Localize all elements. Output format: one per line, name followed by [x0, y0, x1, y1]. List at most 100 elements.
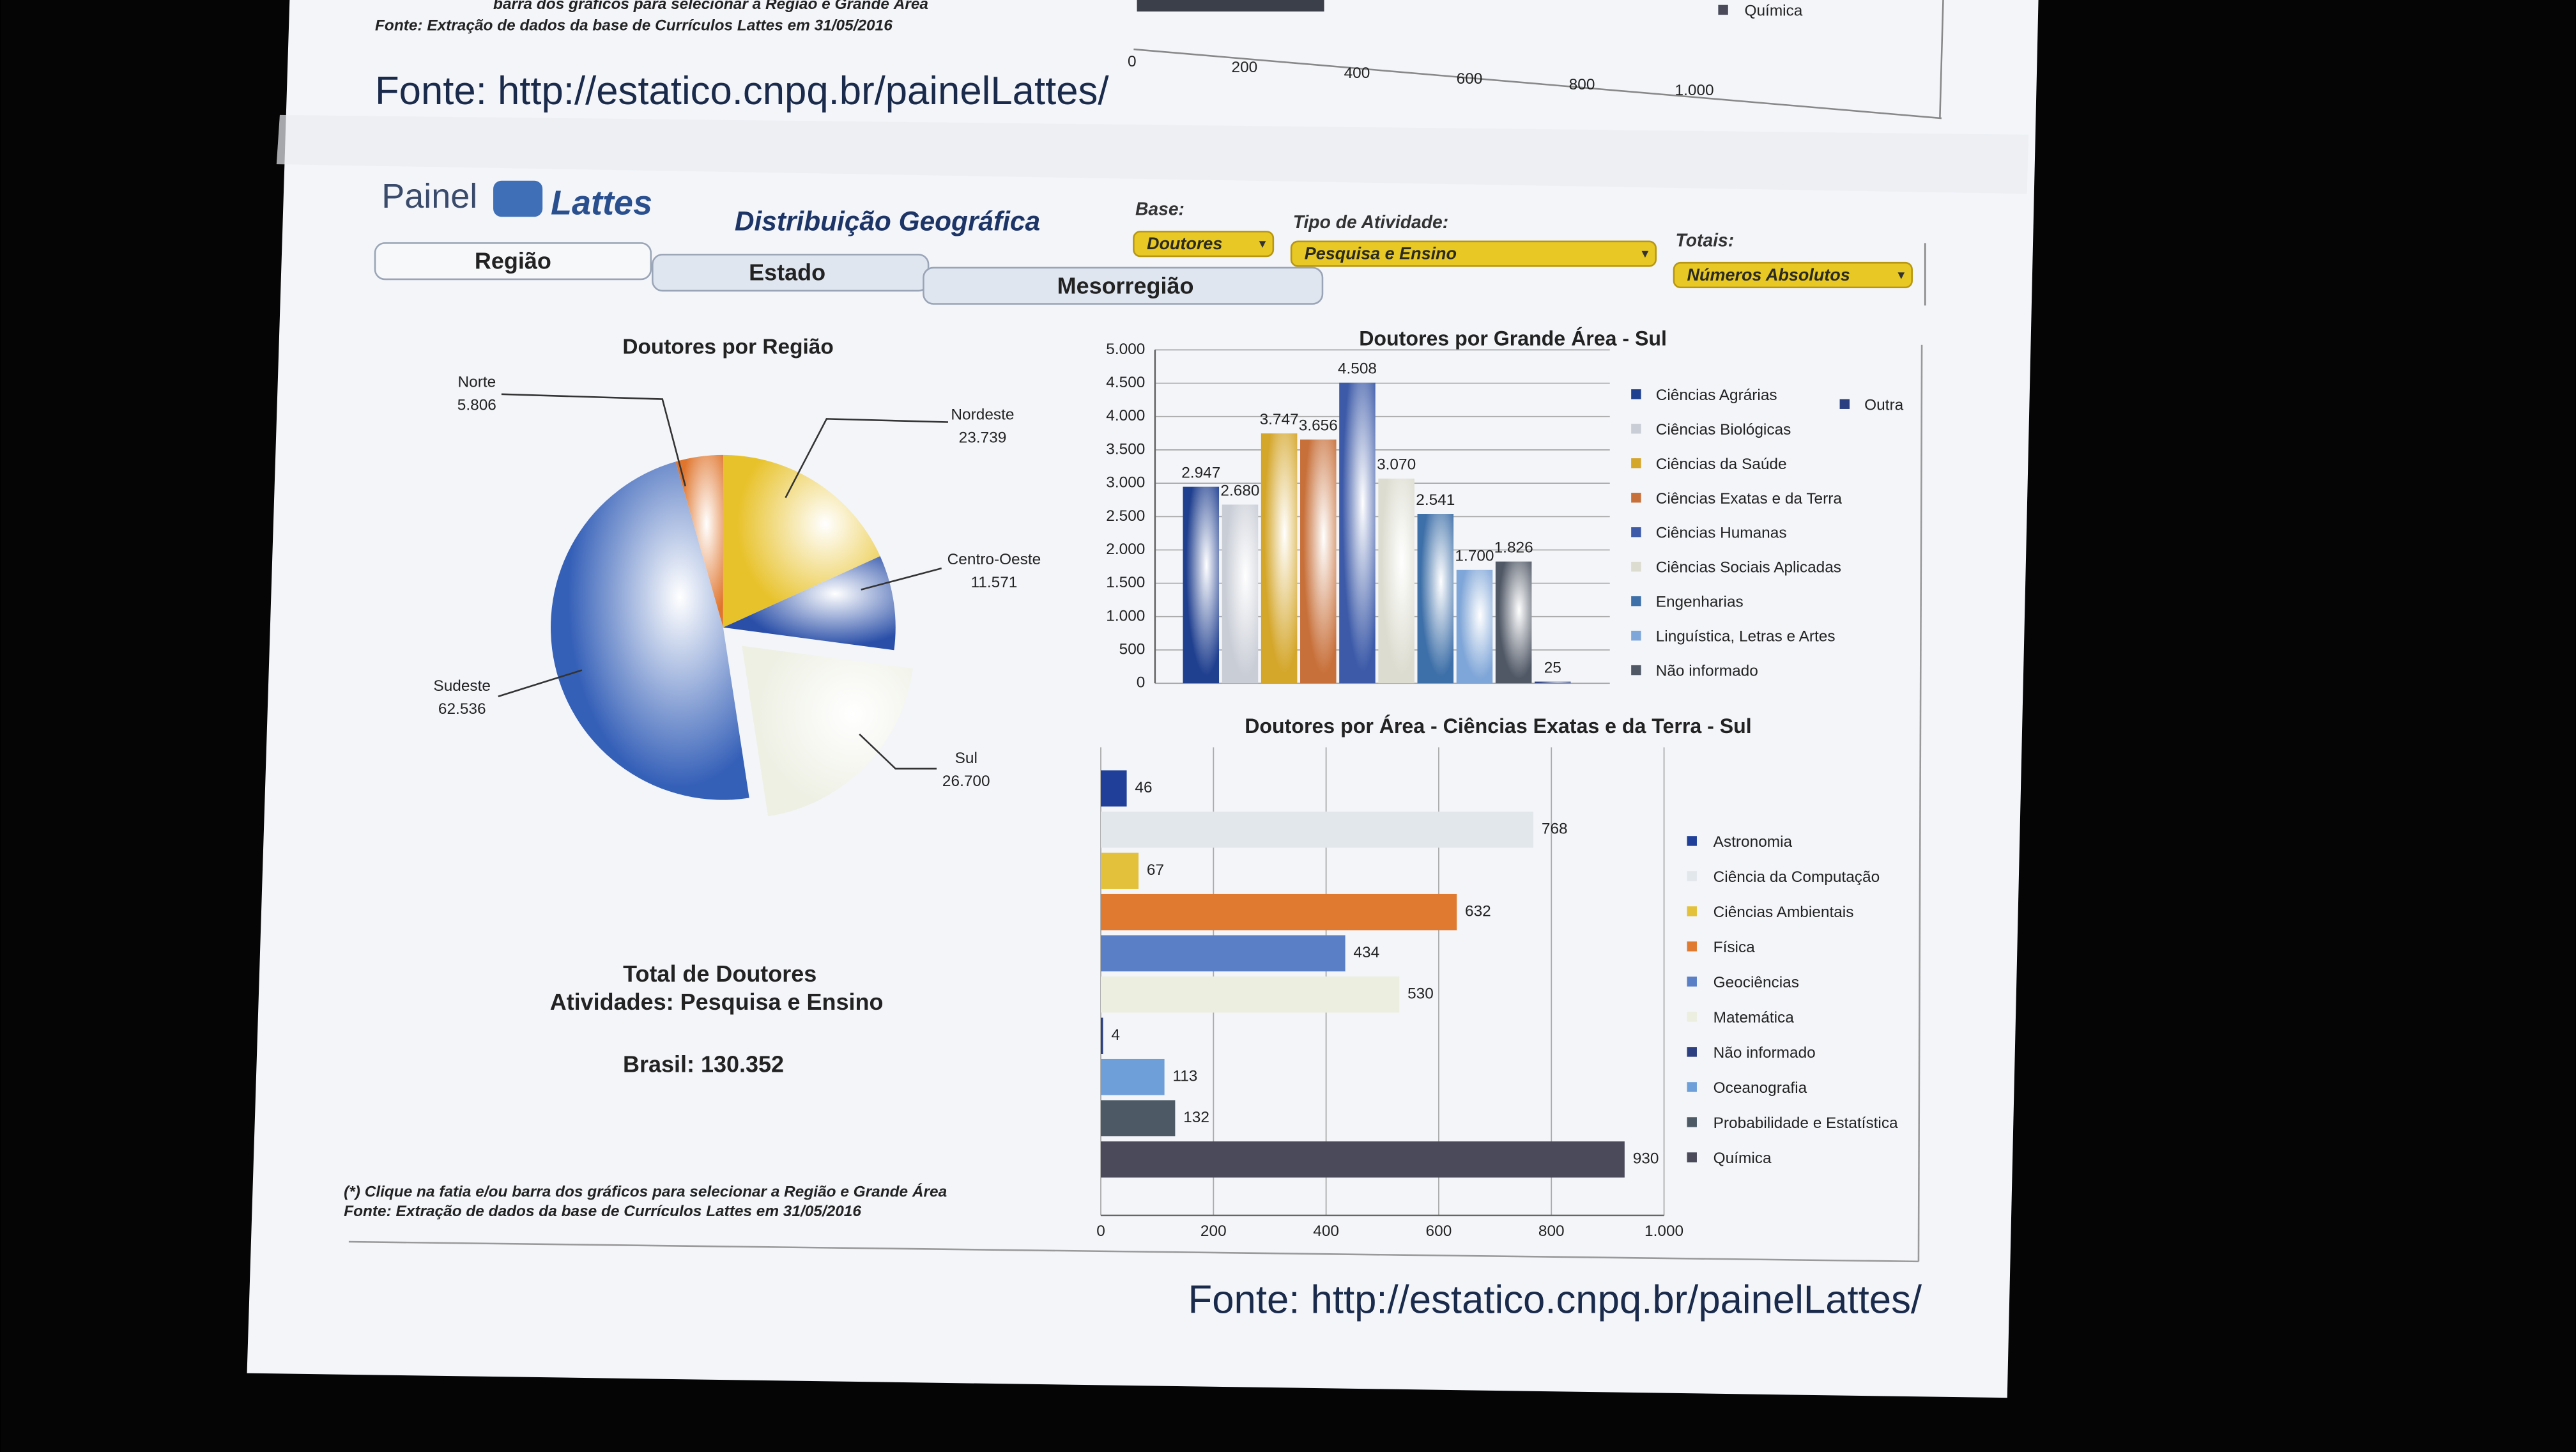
x-tick-label: 200 [1200, 1223, 1227, 1240]
bar-value-label: 3.747 [1260, 411, 1299, 428]
dropdown[interactable] [1290, 240, 1657, 267]
dropdown-value[interactable]: Pesquisa e Ensino [1305, 243, 1457, 263]
bar-value-label: 2.947 [1181, 465, 1220, 482]
slice-value: 11.571 [971, 574, 1018, 591]
bar[interactable] [1222, 504, 1259, 684]
top-panel-border [1939, 0, 1944, 119]
slice-value: 5.806 [457, 396, 496, 413]
logo-text: Painel [381, 177, 477, 215]
pie-slice[interactable] [723, 454, 880, 628]
legend-swatch [1839, 399, 1850, 409]
tab-label[interactable]: Mesorregião [1057, 272, 1194, 298]
y-tick-label: 0 [1137, 674, 1146, 691]
dropdown-arrow[interactable]: ▼ [1257, 238, 1268, 251]
bar-value-label: 113 [1172, 1068, 1197, 1085]
dropdown-arrow[interactable]: ▼ [1639, 247, 1651, 260]
leader-line [859, 733, 937, 770]
bar[interactable] [1495, 561, 1532, 684]
bar-value-label: 2.680 [1220, 482, 1259, 499]
legend-label: Ciências da Saúde [1656, 456, 1787, 473]
legend-label: Ciências Humanas [1656, 525, 1787, 542]
bar-value-label: 768 [1542, 821, 1568, 838]
legend-swatch [1631, 424, 1641, 434]
pie-slice[interactable] [675, 454, 724, 628]
legend-swatch [1687, 906, 1697, 916]
legend-label: Geociências [1713, 974, 1799, 991]
top-axis-line [1133, 48, 1942, 120]
x-tick-label: 0 [1096, 1223, 1105, 1240]
tab[interactable] [923, 266, 1324, 305]
legend-label: Ciências Biológicas [1656, 421, 1791, 438]
legend-swatch [1687, 1152, 1697, 1162]
leader-line [785, 418, 949, 498]
bar-value-label: 25 [1544, 659, 1561, 676]
pie-slice[interactable] [742, 645, 913, 817]
logo-icon [493, 180, 543, 217]
legend-swatch [1631, 561, 1641, 572]
top-legend: Química [1744, 2, 1802, 19]
tab-label[interactable]: Estado [749, 259, 825, 286]
legend-swatch [1631, 630, 1641, 641]
legend-swatch [1631, 493, 1641, 503]
slice-label: Centro-Oeste [947, 551, 1041, 568]
bar[interactable] [1261, 433, 1298, 684]
tab[interactable] [374, 242, 652, 281]
bar-value-label: 1.826 [1494, 539, 1533, 557]
bar[interactable] [1101, 1141, 1625, 1178]
x-tick-label: 1.000 [1644, 1223, 1683, 1240]
pie-slice[interactable] [551, 461, 749, 800]
legend-swatch [1687, 1047, 1697, 1057]
summary-total: Brasil: 130.352 [623, 1051, 784, 1077]
legend-swatch [1687, 977, 1697, 987]
legend-label: Outra [1864, 396, 1903, 413]
y-tick-label: 2.500 [1106, 507, 1145, 525]
bar[interactable] [1378, 478, 1414, 684]
bar[interactable] [1101, 770, 1127, 807]
bar[interactable] [1183, 486, 1220, 684]
dropdown[interactable] [1673, 261, 1913, 289]
y-tick-label: 500 [1119, 640, 1146, 658]
bar[interactable] [1101, 853, 1139, 889]
bar[interactable] [1101, 935, 1346, 971]
top-source: Fonte: http://estatico.cnpq.br/painelLat… [375, 69, 1109, 113]
bar[interactable] [1101, 893, 1457, 931]
legend-label: Química [1713, 1150, 1772, 1167]
top-bar-fragment [1137, 0, 1324, 12]
bar[interactable] [1339, 382, 1376, 684]
legend-label: Ciências Agrárias [1656, 387, 1777, 404]
legend-label: Matemática [1713, 1009, 1795, 1026]
legend-label: Ciências Ambientais [1713, 904, 1854, 921]
bar[interactable] [1101, 811, 1534, 848]
pie-slice[interactable] [723, 556, 896, 651]
legend-label: Linguística, Letras e Artes [1656, 628, 1836, 645]
summary-heading: Total de Doutores [623, 961, 816, 987]
panel-border [1917, 344, 1923, 1262]
bar-value-label: 530 [1407, 985, 1434, 1003]
bar[interactable] [1101, 1100, 1176, 1137]
legend-label: Oceanografia [1713, 1079, 1807, 1097]
filter-label: Totais: [1676, 229, 1735, 250]
legend-swatch [1687, 871, 1697, 881]
leader-line [498, 669, 583, 697]
dropdown-value[interactable]: Doutores [1147, 234, 1222, 253]
top-axis-label: 1.000 [1675, 82, 1714, 99]
footnote: Fonte: Extração de dados da base de Curr… [344, 1203, 861, 1220]
bar[interactable] [1300, 439, 1337, 684]
bar-value-label: 632 [1465, 903, 1491, 920]
bar[interactable] [1101, 976, 1400, 1013]
slice-value: 26.700 [942, 773, 990, 790]
bar[interactable] [1456, 569, 1493, 684]
bar-value-label: 3.656 [1299, 417, 1338, 435]
tab-label[interactable]: Região [475, 248, 551, 274]
bar[interactable] [1101, 1058, 1165, 1095]
bar[interactable] [1417, 514, 1454, 684]
legend-label: Astronomia [1713, 833, 1793, 851]
bar[interactable] [1535, 681, 1571, 684]
bar[interactable] [1101, 1017, 1103, 1054]
x-tick-label: 800 [1538, 1223, 1565, 1240]
panel-border [348, 1240, 1919, 1263]
bar-value-label: 4 [1111, 1026, 1120, 1044]
dropdown-arrow[interactable]: ▼ [1896, 269, 1907, 282]
dropdown[interactable] [1133, 231, 1275, 258]
dropdown-value[interactable]: Números Absolutos [1687, 265, 1850, 284]
